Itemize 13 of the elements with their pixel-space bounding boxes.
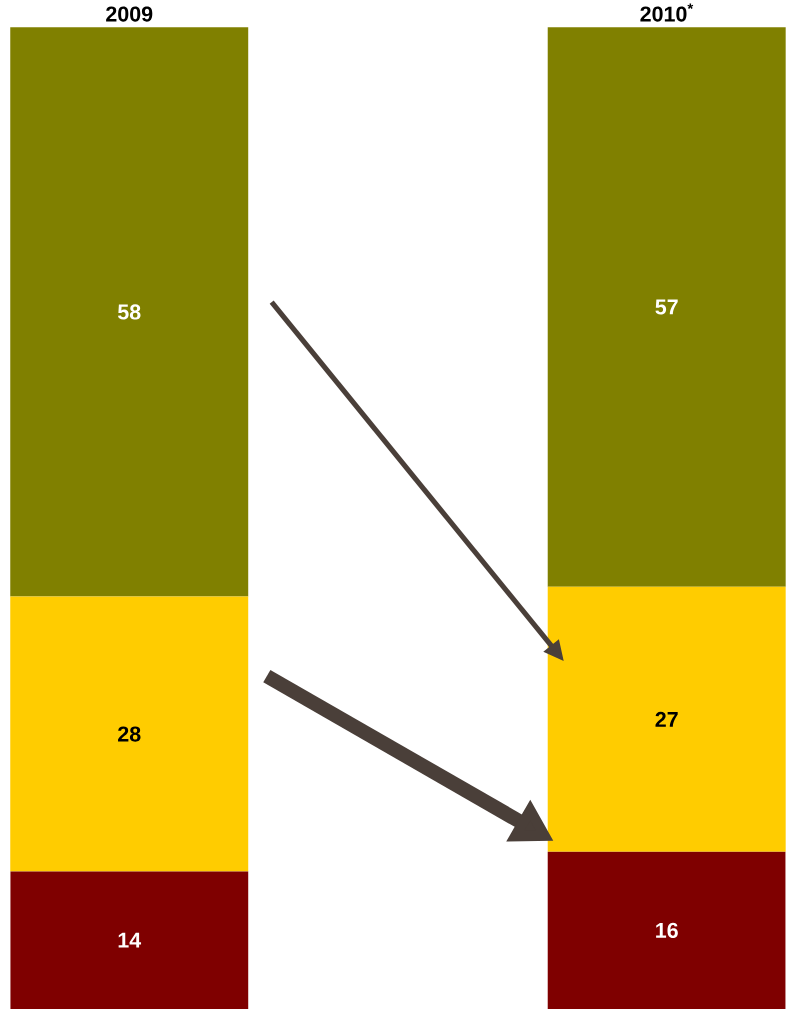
data-label: 57 [655,299,678,315]
bar [10,871,249,1009]
bar [547,851,786,1009]
bar [547,586,786,852]
data-label: 28 [118,726,141,742]
data-label: 58 [118,304,141,320]
data-label: 14 [118,932,142,948]
data-label: 16 [656,922,679,938]
bar [10,27,249,597]
bar [10,596,249,872]
x-tick-label: 2010$^{*}$ [640,3,694,22]
x-tick-label: 2009 [106,6,153,22]
data-label: 27 [655,711,678,727]
